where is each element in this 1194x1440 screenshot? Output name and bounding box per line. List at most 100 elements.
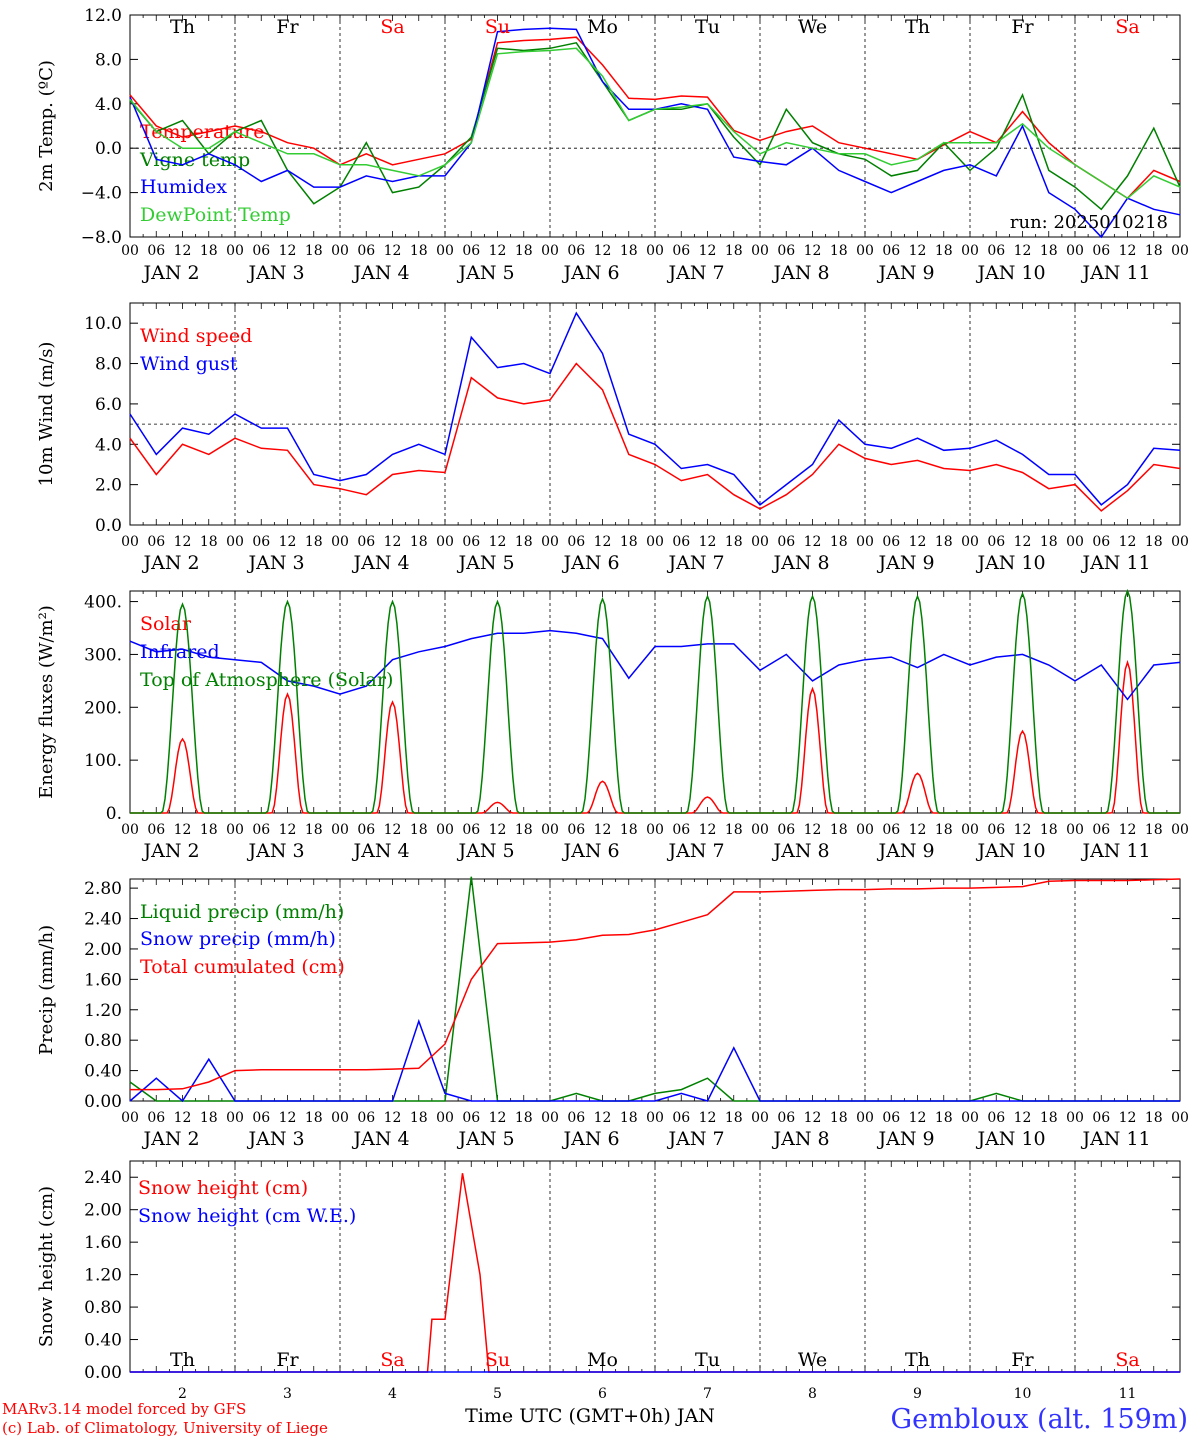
y-tick-label: 1.60 <box>84 1233 122 1253</box>
legend-entry: Snow height (cm W.E.) <box>138 1205 356 1227</box>
legend-entry: Top of Atmosphere (Solar) <box>140 669 393 691</box>
y-tick-label: 200. <box>84 698 122 718</box>
y-tick-label: 10.0 <box>84 314 122 334</box>
x-tick-label: 06 <box>252 822 270 838</box>
legend-entry: Snow height (cm) <box>138 1177 308 1199</box>
x-tick-label: 12 <box>1014 534 1032 550</box>
x-tick-label: 06 <box>567 1110 585 1126</box>
x-tick-label: 18 <box>305 243 323 259</box>
legend-entry: Humidex <box>140 176 227 198</box>
weekday-label: Mo <box>587 16 618 38</box>
x-tick-label: 00 <box>1066 822 1084 838</box>
y-tick-label: 12.0 <box>84 6 122 26</box>
day-label: JAN 2 <box>142 1128 200 1150</box>
y-tick-label: 2.00 <box>84 1201 122 1221</box>
y-tick-label: 0.40 <box>84 1331 122 1351</box>
x-tick-label: 18 <box>830 534 848 550</box>
y-axis-label: 10m Wind (m/s) <box>36 342 57 487</box>
x-tick-label: 00 <box>226 534 244 550</box>
day-number-label: 11 <box>1119 1386 1137 1402</box>
legend-entry: DewPoint Temp <box>140 204 291 226</box>
day-label: JAN 5 <box>457 552 515 574</box>
day-label: JAN 5 <box>457 262 515 284</box>
x-tick-label: 18 <box>410 822 428 838</box>
x-tick-label: 00 <box>751 1110 769 1126</box>
x-tick-label: 00 <box>331 1110 349 1126</box>
day-number-label: 8 <box>808 1386 817 1402</box>
x-tick-label: 00 <box>121 822 139 838</box>
x-tick-label: 00 <box>856 1110 874 1126</box>
series-line-dewpoint-temp <box>129 47 1181 200</box>
day-label: JAN 5 <box>457 840 515 862</box>
x-tick-label: 18 <box>1040 822 1058 838</box>
x-tick-label: 06 <box>987 1110 1005 1126</box>
weekday-label: We <box>798 16 827 38</box>
y-tick-label: 4.0 <box>95 95 122 115</box>
day-label: JAN 3 <box>247 840 305 862</box>
y-tick-label: 0.80 <box>84 1298 122 1318</box>
weekday-label: Su <box>485 1349 510 1371</box>
x-tick-label: 18 <box>830 822 848 838</box>
x-tick-label: 12 <box>594 822 612 838</box>
x-tick-label: 06 <box>672 822 690 838</box>
x-tick-label: 00 <box>541 822 559 838</box>
weekday-label: Th <box>905 16 930 38</box>
day-label: JAN 11 <box>1080 552 1150 574</box>
x-tick-label: 00 <box>226 1110 244 1126</box>
day-number-label: 4 <box>388 1386 397 1402</box>
day-number-label: 5 <box>493 1386 502 1402</box>
weekday-label: Fr <box>1011 16 1034 38</box>
x-tick-label: 18 <box>725 534 743 550</box>
day-label: JAN 8 <box>772 262 830 284</box>
x-tick-label: 06 <box>987 243 1005 259</box>
x-tick-label: 18 <box>935 243 953 259</box>
day-label: JAN 6 <box>562 552 620 574</box>
legend-entry: Snow precip (mm/h) <box>140 928 336 950</box>
y-tick-label: 1.60 <box>84 970 122 990</box>
x-tick-label: 12 <box>384 822 402 838</box>
y-tick-label: 8.0 <box>95 50 122 70</box>
x-tick-label: 06 <box>1092 822 1110 838</box>
x-tick-label: 00 <box>751 822 769 838</box>
x-tick-label: 12 <box>279 1110 297 1126</box>
x-tick-label: 06 <box>882 534 900 550</box>
x-tick-label: 00 <box>541 534 559 550</box>
day-label: JAN 4 <box>352 262 410 284</box>
x-tick-label: 00 <box>331 534 349 550</box>
x-tick-label: 06 <box>357 243 375 259</box>
x-tick-label: 00 <box>1171 1110 1189 1126</box>
day-label: JAN 9 <box>877 262 935 284</box>
weekday-label: Th <box>170 16 195 38</box>
panel-5: 2.40 2.00 1.60 1.20 0.80 0.40 0.00 Snow height … <box>36 1160 1181 1402</box>
day-number-label: 3 <box>283 1386 292 1402</box>
legend-entry: Wind speed <box>140 325 252 347</box>
x-tick-label: 00 <box>1171 822 1189 838</box>
x-tick-label: 00 <box>961 822 979 838</box>
x-tick-label: 18 <box>1040 243 1058 259</box>
series-line-infrared <box>129 629 1181 701</box>
x-tick-label: 06 <box>252 534 270 550</box>
weekday-label: Sa <box>380 1349 404 1371</box>
x-tick-label: 18 <box>515 534 533 550</box>
weekday-label: Sa <box>380 16 404 38</box>
x-tick-label: 18 <box>620 1110 638 1126</box>
x-tick-label: 06 <box>462 534 480 550</box>
series-line-snow-height-cm- <box>130 1173 1180 1373</box>
legend-entry: Wind gust <box>140 353 238 375</box>
y-tick-label: 300. <box>84 645 122 665</box>
x-tick-label: 18 <box>620 822 638 838</box>
day-label: JAN 11 <box>1080 262 1150 284</box>
weekday-label: Fr <box>276 16 299 38</box>
x-tick-label: 18 <box>935 822 953 838</box>
weekday-label: Su <box>485 16 510 38</box>
run-annotation: run: 2025010218 <box>1010 212 1168 233</box>
legend-entry: Total cumulated (cm) <box>140 956 345 978</box>
x-tick-label: 06 <box>987 822 1005 838</box>
x-tick-label: 12 <box>909 822 927 838</box>
x-tick-label: 00 <box>121 1110 139 1126</box>
x-tick-label: 06 <box>567 822 585 838</box>
x-tick-label: 00 <box>856 534 874 550</box>
legend-entry: Infrared <box>140 641 220 663</box>
legend-entry: Liquid precip (mm/h) <box>140 901 344 923</box>
